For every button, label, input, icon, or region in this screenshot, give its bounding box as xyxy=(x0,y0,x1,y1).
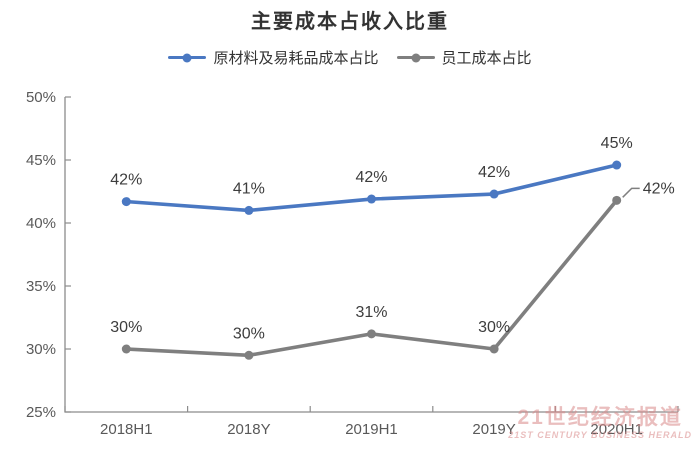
legend-item-raw-materials[interactable]: 原材料及易耗品成本占比 xyxy=(168,47,379,68)
x-axis-label: 2019H1 xyxy=(345,421,398,438)
data-label: 30% xyxy=(110,319,142,336)
data-point xyxy=(121,344,131,354)
legend-dot-icon xyxy=(182,53,192,62)
data-label: 42% xyxy=(478,164,510,181)
data-label: 30% xyxy=(233,325,265,342)
data-point xyxy=(244,205,254,215)
data-point xyxy=(244,350,254,360)
data-label: 42% xyxy=(110,172,142,189)
data-label: 41% xyxy=(233,180,265,197)
data-point xyxy=(367,329,376,339)
chart-title: 主要成本占收入比重 xyxy=(251,11,449,33)
legend-dot-icon xyxy=(411,53,420,62)
data-point xyxy=(367,194,376,204)
label-leader-line xyxy=(622,187,640,198)
axis-line xyxy=(64,97,678,413)
data-point xyxy=(489,344,499,354)
data-point xyxy=(612,160,622,170)
x-axis-label: 2018Y xyxy=(227,421,270,438)
data-label: 30% xyxy=(478,319,510,336)
data-label: 42% xyxy=(355,169,387,186)
y-axis-label: 35% xyxy=(26,278,56,295)
y-axis-label: 25% xyxy=(26,404,56,421)
y-axis-label: 40% xyxy=(26,215,56,232)
legend-label-staff-cost: 员工成本占比 xyxy=(441,50,532,67)
y-axis-label: 50% xyxy=(26,89,56,106)
data-point xyxy=(489,189,499,199)
data-label: 45% xyxy=(601,135,633,152)
legend-line-marker-icon xyxy=(396,53,435,62)
legend-line-marker-icon xyxy=(168,53,207,62)
x-axis-label: 2020H1 xyxy=(590,421,643,438)
x-axis-label: 2018H1 xyxy=(100,421,153,438)
data-point xyxy=(121,197,131,207)
y-axis-label: 45% xyxy=(26,152,56,169)
legend: 原材料及易耗品成本占比 员工成本占比 xyxy=(0,47,700,68)
legend-item-staff-cost[interactable]: 员工成本占比 xyxy=(396,47,532,68)
y-axis-label: 30% xyxy=(26,341,56,358)
data-point xyxy=(612,195,622,205)
legend-label-raw-materials: 原材料及易耗品成本占比 xyxy=(213,50,379,67)
data-label: 31% xyxy=(355,304,387,321)
x-axis-label: 2019Y xyxy=(472,421,515,438)
data-label: 42% xyxy=(643,180,675,197)
